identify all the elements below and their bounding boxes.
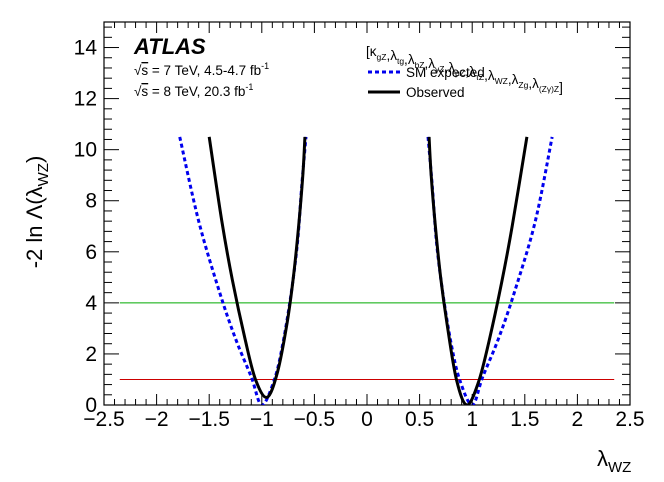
legend-header-part: ,	[508, 72, 512, 87]
y-axis-title: -2 ln Λ(λWZ)	[22, 156, 52, 269]
energy-line-1-prefix: s	[141, 63, 148, 78]
legend-header-part: λ	[512, 72, 519, 87]
legend-header-part: ]	[559, 80, 563, 95]
legend-header-subscript: bZ	[415, 60, 425, 70]
y-axis-title-sub: WZ	[35, 163, 52, 186]
y-axis-title-post: )	[22, 156, 47, 163]
y-tick-label: 0	[85, 394, 97, 417]
x-tick-label: −1.5	[188, 408, 229, 431]
legend-header-part: [	[366, 44, 370, 59]
sqrt-sign: √	[134, 84, 142, 99]
x-tick-label: 0	[361, 408, 373, 431]
legend-label-sm-expected: SM expected	[406, 65, 485, 80]
legend-header-subscript: τZ	[476, 72, 485, 82]
y-tick-label: 10	[74, 139, 97, 162]
x-axis-title: λWZ	[597, 446, 631, 476]
sqrt-sign: √	[134, 63, 142, 78]
svg-text:√s = 8 TeV, 20.3 fb-1: √s = 8 TeV, 20.3 fb-1	[134, 82, 253, 99]
energy-line-1-text: = 7 TeV, 4.5-4.7 fb	[148, 63, 261, 78]
legend-header-part: ,	[528, 76, 532, 91]
curves	[178, 136, 554, 405]
legend-header-part: ,	[444, 60, 448, 75]
y-tick-label: 2	[85, 343, 97, 366]
y-axis-title-pre: -2 ln Λ(λ	[22, 186, 47, 268]
legend-header-part: ,	[484, 68, 488, 83]
x-tick-label: −2	[145, 408, 169, 431]
curve-sm-expected-branch-2	[426, 136, 554, 405]
legend-header-part: λ	[488, 68, 495, 83]
y-tick-label: 12	[74, 88, 97, 111]
legend-header-part: λ	[448, 60, 455, 75]
x-tick-label: 2	[572, 408, 584, 431]
energy-line-2-sup: -1	[245, 82, 253, 92]
y-tick-label: 6	[85, 241, 97, 264]
x-tick-label: −2.5	[83, 408, 124, 431]
legend-header-part: ,	[465, 64, 469, 79]
legend-header-part: λ	[532, 76, 539, 91]
legend-label-observed: Observed	[406, 85, 465, 100]
tick-labels: −2.5 −2 −1.5 −1 −0.5 0 0.5 1 1.5 2 2.5 0 2 4 6 8 10 12 14	[74, 37, 645, 431]
x-tick-label: −0.5	[294, 408, 335, 431]
legend-header-part: ,	[424, 56, 428, 71]
x-tick-label: 1	[466, 408, 478, 431]
y-tick-label: 4	[85, 292, 97, 315]
legend-header-subscript: tg	[397, 56, 404, 66]
x-axis-title-main: λ	[597, 446, 608, 471]
x-axis-title-sub: WZ	[608, 459, 631, 476]
legend-header-subscript: WZ	[495, 76, 508, 86]
reference-lines	[119, 302, 615, 380]
brand-label: ATLAS	[133, 34, 206, 59]
legend-header-part: ,	[386, 48, 390, 63]
y-tick-label: 14	[74, 37, 98, 60]
legend-header-part: ,	[404, 52, 408, 67]
y-tick-label: 8	[85, 190, 97, 213]
energy-line-2: √s = 8 TeV, 20.3 fb-1	[134, 82, 253, 99]
legend: [κgZ,λtg,λbZ,λγZ,λμZ,λτZ,λWZ,λZg,λ(Zγ)Z]…	[366, 44, 563, 100]
energy-line-1: √s = 7 TeV, 4.5-4.7 fb-1	[134, 61, 269, 78]
ticks	[103, 22, 631, 406]
legend-header-part: λ	[469, 64, 476, 79]
legend-header: [κgZ,λtg,λbZ,λγZ,λμZ,λτZ,λWZ,λZg,λ(Zγ)Z]	[366, 44, 563, 95]
x-tick-label: 2.5	[615, 408, 644, 431]
legend-header-subscript: μZ	[455, 68, 465, 78]
curve-sm-expected-branch-1	[178, 136, 308, 405]
x-tick-label: 0.5	[405, 408, 434, 431]
energy-line-1-sup: -1	[261, 61, 269, 71]
legend-header-part: λ	[428, 56, 435, 71]
legend-header-part: λ	[390, 48, 397, 63]
energy-line-2-text: = 8 TeV, 20.3 fb	[148, 84, 245, 99]
curve-observed-branch-1	[207, 136, 307, 399]
legend-header-subscript: γZ	[435, 64, 444, 74]
plot-frame	[103, 21, 631, 406]
legend-header-part: λ	[408, 52, 415, 67]
legend-header-subscript: gZ	[377, 52, 387, 62]
legend-header-subscript: (Zγ)Z	[539, 84, 559, 94]
x-tick-label: −1	[250, 408, 274, 431]
legend-header-subscript: Zg	[518, 80, 528, 90]
legend-header-part: κ	[370, 44, 377, 59]
x-tick-label: 1.5	[510, 408, 539, 431]
svg-text:√s = 7 TeV, 4.5-4.7 fb-1: √s = 7 TeV, 4.5-4.7 fb-1	[134, 61, 269, 78]
curve-observed-branch-2	[427, 136, 529, 405]
energy-line-2-prefix: s	[141, 84, 148, 99]
